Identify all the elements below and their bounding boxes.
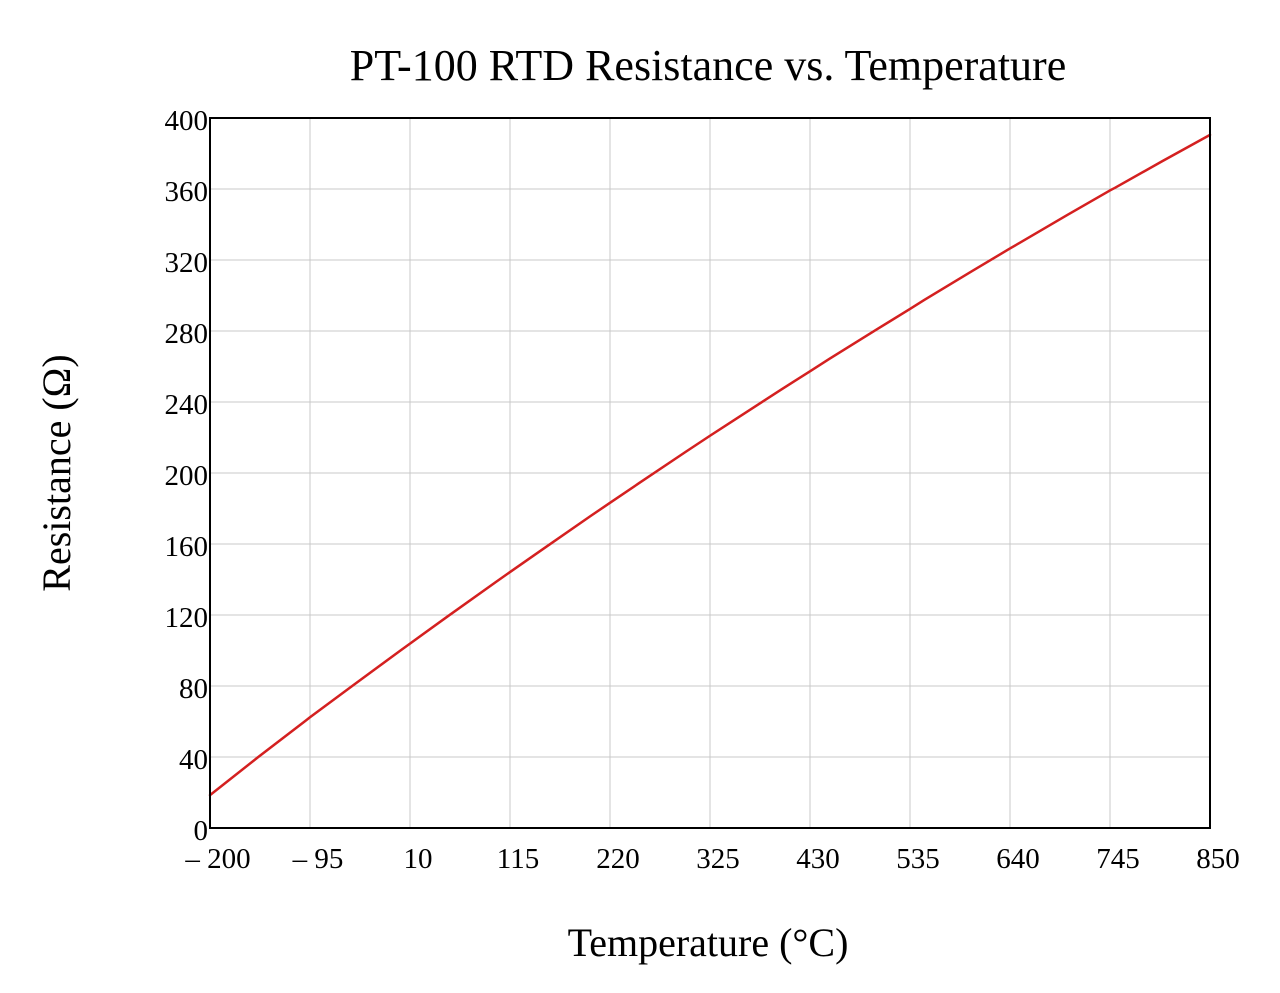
x-tick-label: 10 [404, 843, 433, 875]
y-tick-label: 160 [165, 531, 209, 563]
x-tick-label: 850 [1196, 843, 1240, 875]
x-tick-label: 115 [497, 843, 539, 875]
x-tick-label: – 200 [184, 843, 250, 875]
y-tick-label: 320 [165, 247, 209, 279]
x-tick-label: 640 [996, 843, 1040, 875]
grid [210, 118, 1210, 828]
chart-title: PT-100 RTD Resistance vs. Temperature [350, 41, 1066, 90]
y-tick-label: 0 [194, 815, 209, 847]
x-tick-label: 430 [796, 843, 840, 875]
series-layer [208, 133, 1212, 797]
y-tick-label: 200 [165, 460, 209, 492]
series-line [208, 133, 1212, 797]
y-tick-label: 280 [165, 318, 209, 350]
y-tick-label: 80 [179, 673, 208, 705]
x-axis: – 200 – 95 10 115 220 325 430 535 640 745 850 [184, 843, 1239, 875]
y-axis: 0 40 80 120 160 200 240 280 320 360 400 [165, 105, 209, 847]
y-tick-label: 400 [165, 105, 209, 137]
x-tick-label: 220 [596, 843, 640, 875]
x-tick-label: – 95 [292, 843, 344, 875]
x-tick-label: 535 [896, 843, 940, 875]
y-tick-label: 360 [165, 176, 209, 208]
y-tick-label: 40 [179, 744, 208, 776]
y-tick-label: 240 [165, 389, 209, 421]
y-axis-label: Resistance (Ω) [34, 354, 79, 591]
x-axis-label: Temperature (°C) [568, 920, 849, 965]
plot-area [209, 117, 1211, 829]
x-tick-label: 325 [696, 843, 740, 875]
y-tick-label: 120 [165, 602, 209, 634]
x-tick-label: 745 [1096, 843, 1140, 875]
